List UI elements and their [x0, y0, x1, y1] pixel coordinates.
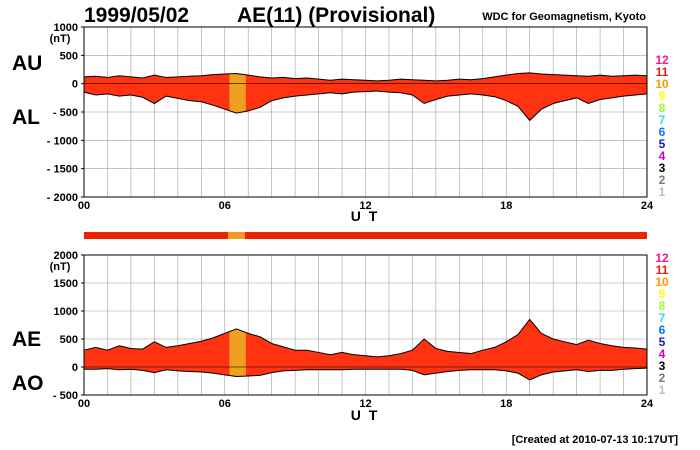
color-scale-label: 2: [659, 173, 666, 187]
series-line-au: [83, 72, 648, 82]
color-scale-label: 2: [659, 371, 666, 385]
color-scale-label: 8: [659, 299, 666, 313]
ae-ao-unit: (nT): [50, 261, 71, 273]
x-tick-label: 12: [359, 200, 371, 212]
au-label: AU: [12, 52, 42, 75]
color-scale-label: 7: [659, 311, 666, 325]
color-scale-label: 3: [659, 359, 666, 373]
highlight-area-fill: [229, 328, 246, 377]
y-tick-label: - 1000: [47, 135, 78, 147]
x-tick-label: 06: [219, 200, 231, 212]
color-scale-label: 8: [659, 101, 666, 115]
y-tick-label: 500: [60, 50, 78, 62]
color-scale-label: 4: [659, 347, 666, 361]
au-al-unit: (nT): [50, 33, 71, 45]
x-tick-label: 24: [641, 398, 654, 410]
color-scale-label: 12: [655, 251, 669, 265]
chart-title: AE(11) (Provisional): [237, 4, 435, 27]
color-scale-label: 4: [659, 149, 666, 163]
x-tick-label: 24: [641, 200, 654, 212]
y-tick-label: 1000: [54, 306, 78, 318]
y-tick-label: 500: [60, 334, 78, 346]
y-tick-label: - 1500: [47, 164, 78, 176]
color-scale-label: 10: [655, 275, 669, 289]
y-tick-label: - 2000: [47, 192, 78, 204]
x-tick-label: 00: [78, 398, 90, 410]
au-al-xlabel: U T: [351, 208, 380, 224]
color-scale-label: 10: [655, 77, 669, 91]
range-area-fill: [84, 319, 647, 380]
color-scale-label: 11: [656, 65, 669, 79]
y-tick-label: - 500: [53, 390, 78, 402]
ae-label: AE: [12, 328, 41, 351]
series-line-al: [83, 90, 648, 122]
y-tick-label: 0: [72, 362, 78, 374]
plot-frame: [83, 254, 648, 396]
created-timestamp: [Created at 2010-07-13 10:17UT]: [512, 434, 679, 446]
range-area-fill: [84, 72, 647, 121]
y-tick-label: 1500: [54, 278, 78, 290]
au-al-panel: AU AL (nT) U T 1000 500 0 - 500 - 1000 - 1500…: [12, 22, 654, 224]
ae-ao-xlabel: U T: [351, 407, 380, 423]
ao-label: AO: [12, 372, 44, 395]
x-tick-label: 00: [78, 200, 90, 212]
series-line-ae: [83, 318, 648, 358]
color-scale-label: 1: [659, 383, 666, 397]
y-tick-label: - 500: [53, 107, 78, 119]
x-tick-label: 18: [500, 398, 512, 410]
color-scale-label: 3: [659, 161, 666, 175]
chart-date: 1999/05/02: [84, 4, 189, 27]
x-tick-label: 12: [359, 398, 371, 410]
al-label: AL: [12, 106, 40, 129]
color-scale-label: 12: [655, 53, 669, 67]
color-scale-label: 5: [659, 137, 666, 151]
x-tick-label: 06: [219, 398, 231, 410]
color-scale-label: 11: [656, 263, 669, 277]
y-tick-label: 1000: [54, 22, 78, 34]
color-scale-label: 1: [659, 185, 666, 199]
series-line-ao: [84, 367, 648, 381]
color-scale-label: 9: [659, 89, 666, 103]
y-tick-label: 0: [72, 79, 78, 91]
activity-bar: [84, 232, 647, 239]
data-source: WDC for Geomagnetism, Kyoto: [482, 11, 646, 23]
y-tick-label: 2000: [54, 250, 78, 262]
color-scale-label: 9: [659, 287, 666, 301]
x-tick-label: 18: [500, 200, 512, 212]
color-scale-label: 6: [659, 323, 666, 337]
activity-bar-highlight: [228, 232, 245, 239]
color-scale-label: 5: [659, 335, 666, 349]
color-scale-label: 6: [659, 125, 666, 139]
color-scale-label: 7: [659, 113, 666, 127]
